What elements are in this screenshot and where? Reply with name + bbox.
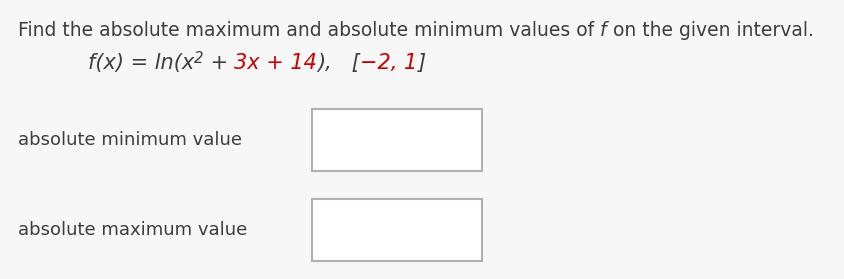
Text: f(x) = ln(x: f(x) = ln(x	[88, 53, 194, 73]
Text: f: f	[599, 21, 606, 40]
Text: absolute maximum value: absolute maximum value	[18, 221, 247, 239]
Text: 3x + 14: 3x + 14	[235, 53, 317, 73]
Text: 2: 2	[194, 51, 203, 66]
Bar	[311, 109, 481, 171]
Text: ),   [: ), [	[317, 53, 360, 73]
Text: absolute minimum value: absolute minimum value	[18, 131, 241, 149]
Text: −2, 1: −2, 1	[360, 53, 417, 73]
Text: on the given interval.: on the given interval.	[606, 21, 813, 40]
Text: ]: ]	[417, 53, 425, 73]
Bar	[311, 199, 481, 261]
Text: Find the absolute maximum and absolute minimum values of: Find the absolute maximum and absolute m…	[18, 21, 599, 40]
Text: +: +	[203, 53, 235, 73]
